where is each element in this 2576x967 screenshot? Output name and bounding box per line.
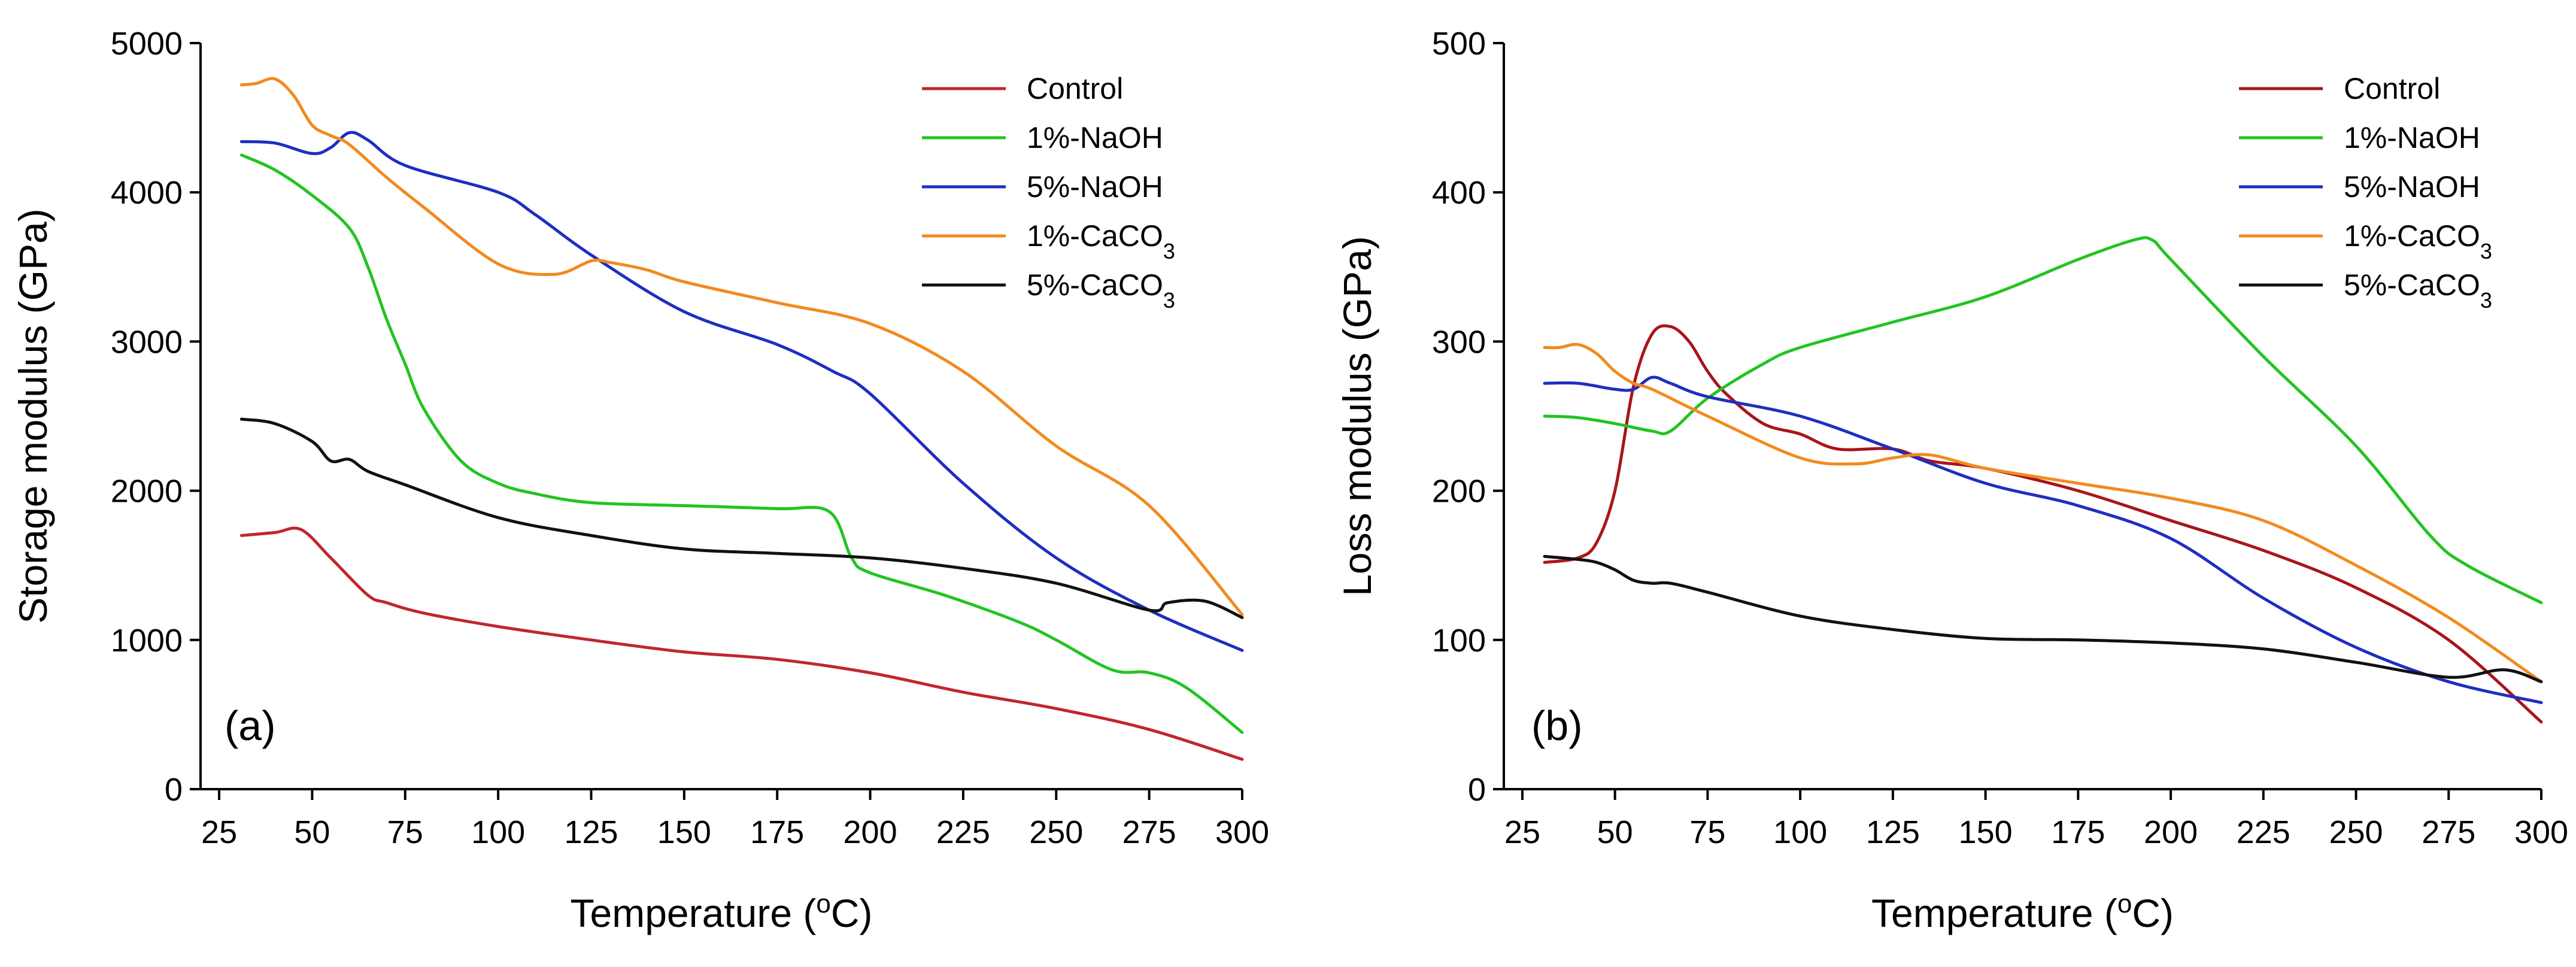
- x-tick-label: 300: [1215, 814, 1269, 850]
- series-line-control: [239, 526, 1244, 761]
- legend-label-main: Control: [2344, 72, 2440, 105]
- x-tick-label: 125: [1866, 814, 1920, 850]
- series-line-1-naoh: [239, 153, 1244, 734]
- series-line-1-caco3: [1543, 342, 2543, 684]
- series-line-5-naoh: [1543, 375, 2543, 704]
- y-tick-label: 100: [1432, 623, 1486, 659]
- x-tick-label: 200: [844, 814, 897, 850]
- y-tick-label: 0: [165, 772, 183, 808]
- legend-label-sub: 3: [2480, 288, 2492, 313]
- x-tick-label: 25: [1504, 814, 1540, 850]
- legend-label: 1%-CaCO3: [1027, 219, 1175, 263]
- legend-label-sub: 3: [2480, 239, 2492, 263]
- panel-label: (a): [224, 702, 276, 749]
- x-tick-label: 100: [471, 814, 525, 850]
- x-axis-title-sup: o: [816, 889, 830, 919]
- x-tick-label: 150: [1959, 814, 2013, 850]
- x-axis-title-main: Temperature (: [1871, 891, 2117, 935]
- x-axis-title: Temperature (oC): [571, 889, 873, 936]
- x-axis-title-main: Temperature (: [571, 891, 817, 935]
- legend-label-main: 5%-NaOH: [2344, 170, 2480, 204]
- legend-label-main: 5%-CaCO: [1027, 268, 1163, 302]
- legend-label: 5%-CaCO3: [2344, 268, 2492, 313]
- legend-label-sub: 3: [1163, 239, 1175, 263]
- series-line-5-caco3: [239, 417, 1244, 619]
- x-axis-title: Temperature (oC): [1871, 889, 2174, 936]
- legend-label: 5%-NaOH: [2344, 170, 2480, 204]
- legend-label: 1%-CaCO3: [2344, 219, 2492, 263]
- legend-label-main: 5%-CaCO: [2344, 268, 2480, 302]
- y-tick-label: 500: [1432, 26, 1486, 62]
- legend-label-main: 1%-NaOH: [2344, 121, 2480, 154]
- y-tick-label: 3000: [111, 324, 183, 360]
- panel-a: 0 1000 2000 3000 4000 5000 25 50 75 100 125 150 175 2…: [11, 26, 1269, 935]
- x-tick-label: 200: [2144, 814, 2198, 850]
- y-tick-label: 200: [1432, 474, 1486, 510]
- x-tick-label: 175: [2051, 814, 2105, 850]
- legend-label-main: 1%-NaOH: [1027, 121, 1163, 154]
- legend-label: 5%-CaCO3: [1027, 268, 1175, 313]
- x-tick-label: 100: [1773, 814, 1827, 850]
- x-axis-title-sup: o: [2117, 889, 2132, 919]
- x-tick-label: 250: [1029, 814, 1083, 850]
- x-tick-label: 150: [657, 814, 711, 850]
- y-axis-title: Loss modulus (GPa): [1335, 236, 1379, 596]
- x-tick-label: 225: [2237, 814, 2290, 850]
- x-axis-title-tail: C): [2132, 891, 2174, 935]
- legend-label: 5%-NaOH: [1027, 170, 1163, 204]
- legend-label-main: 5%-NaOH: [1027, 170, 1163, 204]
- x-tick-label: 50: [294, 814, 330, 850]
- x-tick-label: 250: [2329, 814, 2383, 850]
- x-tick-label: 175: [750, 814, 804, 850]
- y-tick-label: 2000: [111, 474, 183, 510]
- x-tick-label: 225: [936, 814, 990, 850]
- y-tick-label: 400: [1432, 175, 1486, 211]
- legend-label: 1%-NaOH: [2344, 121, 2480, 154]
- legend-label: Control: [2344, 72, 2440, 105]
- x-tick-label: 275: [1122, 814, 1176, 850]
- legend-label-sub: 3: [1163, 288, 1175, 313]
- x-tick-label: 25: [201, 814, 237, 850]
- legend-label-main: Control: [1027, 72, 1123, 105]
- y-tick-label: 1000: [111, 623, 183, 659]
- y-tick-label: 5000: [111, 26, 183, 62]
- y-tick-label: 0: [1468, 772, 1486, 808]
- y-tick-label: 300: [1432, 324, 1486, 360]
- legend-label-main: 1%-CaCO: [2344, 219, 2480, 253]
- x-tick-label: 300: [2514, 814, 2568, 850]
- panel-label: (b): [1531, 702, 1583, 749]
- x-tick-label: 50: [1597, 814, 1633, 850]
- x-tick-label: 275: [2422, 814, 2475, 850]
- series-line-5-caco3: [1543, 554, 2543, 684]
- x-tick-label: 125: [564, 814, 618, 850]
- panel-b: 0 100 200 300 400 500 25 50 75 100 125 150 175 200 225…: [1335, 26, 2568, 935]
- legend-label: 1%-NaOH: [1027, 121, 1163, 154]
- series-line-control: [1543, 324, 2543, 724]
- series-line-1-naoh: [1543, 236, 2543, 604]
- y-axis-title: Storage modulus (GPa): [11, 208, 55, 623]
- series-line-1-caco3: [239, 77, 1244, 616]
- x-axis-title-tail: C): [831, 891, 873, 935]
- series-line-5-naoh: [239, 131, 1244, 652]
- x-tick-label: 75: [1689, 814, 1725, 850]
- x-tick-label: 75: [387, 814, 423, 850]
- y-tick-label: 4000: [111, 175, 183, 211]
- legend-label-main: 1%-CaCO: [1027, 219, 1163, 253]
- legend-label: Control: [1027, 72, 1123, 105]
